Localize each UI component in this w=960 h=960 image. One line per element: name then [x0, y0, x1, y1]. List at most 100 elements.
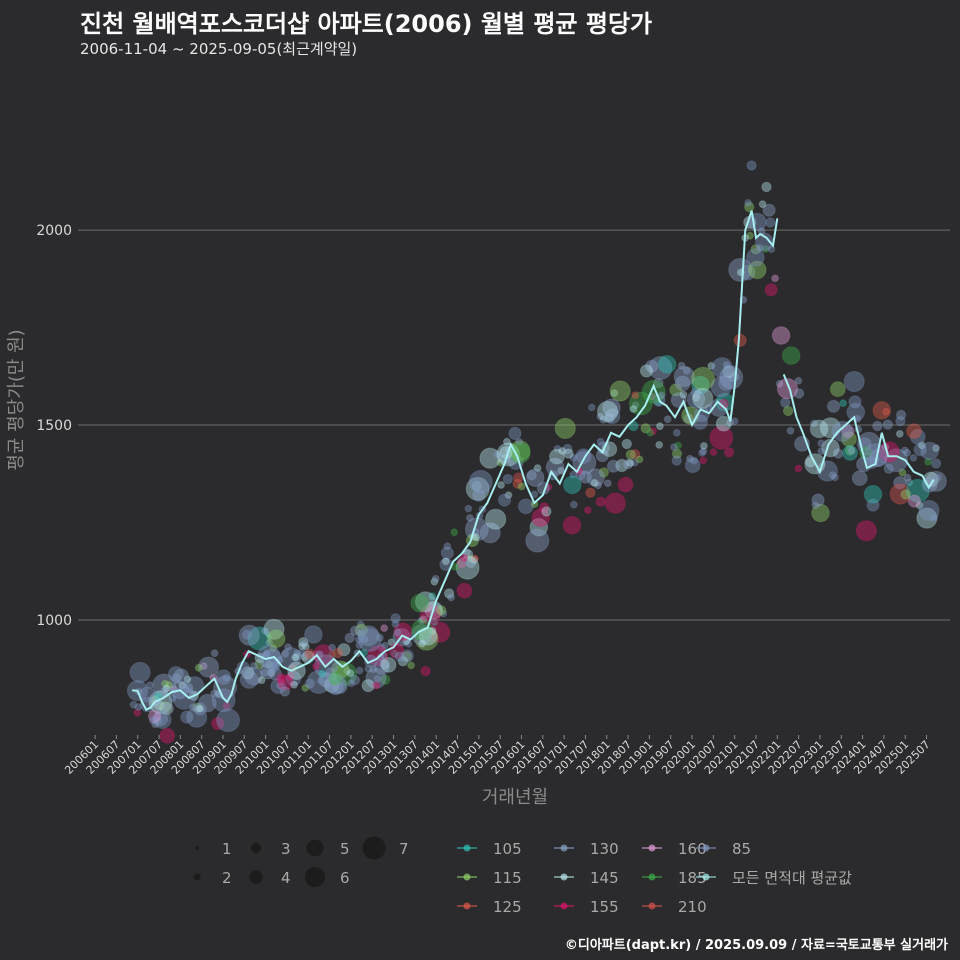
- point-105: [428, 592, 437, 600]
- point-130: [284, 643, 293, 651]
- legend-label: 모든 면적대 평균값: [732, 869, 852, 887]
- point-130: [762, 203, 776, 217]
- point-130: [905, 478, 914, 487]
- x-axis-label: 거래년월: [482, 787, 548, 808]
- point-130: [709, 398, 729, 418]
- legend-marker-145: [560, 873, 568, 881]
- point-130: [728, 257, 753, 282]
- point-105: [691, 375, 710, 395]
- point-145: [301, 642, 310, 651]
- point-85: [171, 673, 182, 684]
- point-115: [192, 702, 203, 713]
- point-130: [197, 656, 220, 678]
- point-115: [844, 445, 856, 456]
- point-130: [884, 448, 909, 473]
- point-85: [909, 454, 918, 462]
- point-130: [578, 470, 592, 484]
- point-130: [472, 488, 486, 502]
- point-160: [907, 494, 922, 508]
- point-85: [587, 403, 596, 412]
- point-125: [733, 333, 747, 347]
- point-145: [472, 533, 480, 542]
- legend-label: 185: [678, 869, 707, 887]
- point-130: [334, 673, 343, 681]
- point-85: [811, 501, 820, 510]
- point-85: [920, 441, 939, 461]
- point-85: [900, 446, 909, 455]
- point-85: [360, 635, 369, 644]
- point-185: [781, 346, 801, 365]
- point-85: [497, 493, 512, 507]
- point-130: [596, 412, 605, 421]
- point-85: [270, 678, 287, 695]
- legend-marker-105: [463, 844, 471, 852]
- point-145: [462, 549, 474, 560]
- legend-label: 115: [493, 869, 522, 887]
- average-line: [132, 210, 779, 712]
- point-125: [906, 423, 922, 440]
- point-125: [631, 391, 640, 400]
- point-130: [648, 356, 673, 380]
- point-85: [562, 443, 573, 455]
- point-105: [390, 649, 399, 658]
- point-155: [583, 506, 592, 515]
- point-130: [686, 454, 694, 463]
- point-115: [625, 449, 636, 460]
- point-85: [172, 685, 197, 710]
- point-155: [312, 662, 320, 671]
- point-130: [479, 522, 501, 544]
- point-185: [333, 662, 358, 686]
- point-130: [586, 468, 606, 487]
- point-130: [194, 704, 203, 713]
- point-145: [419, 615, 428, 623]
- point-185: [380, 674, 391, 685]
- point-115: [746, 231, 754, 240]
- legend-label: 155: [590, 898, 619, 916]
- point-155: [133, 708, 142, 717]
- point-130: [344, 632, 355, 644]
- point-145: [626, 459, 634, 467]
- point-155: [709, 425, 734, 450]
- point-130: [343, 667, 352, 675]
- legend-label: 145: [590, 869, 619, 887]
- point-115: [301, 684, 310, 692]
- legend-marker-115: [463, 873, 471, 881]
- point-85: [189, 703, 198, 712]
- point-115: [635, 455, 644, 464]
- point-85: [373, 674, 382, 683]
- y-tick-labels: 1000 1500 2000: [36, 223, 72, 629]
- point-130: [722, 361, 731, 369]
- point-145: [529, 518, 549, 537]
- point-130: [604, 413, 615, 424]
- point-130: [365, 667, 387, 689]
- point-85: [390, 613, 401, 624]
- scatter-points: [126, 160, 947, 744]
- point-115: [640, 423, 651, 434]
- point-145: [290, 680, 299, 689]
- point-145: [629, 405, 638, 413]
- point-185: [509, 442, 531, 464]
- point-130: [903, 448, 911, 457]
- size-legend-marker: [193, 873, 201, 881]
- point-145: [916, 507, 938, 529]
- point-130: [526, 470, 537, 481]
- point-155: [277, 674, 294, 691]
- point-145: [465, 476, 490, 501]
- point-115: [265, 660, 273, 669]
- point-85: [270, 661, 279, 670]
- point-185: [628, 391, 653, 416]
- point-145: [558, 447, 567, 455]
- size-legend-marker: [250, 842, 262, 854]
- point-145: [441, 557, 450, 566]
- point-85: [356, 629, 365, 638]
- point-145: [590, 478, 599, 487]
- point-145: [758, 200, 767, 209]
- point-145: [549, 448, 565, 465]
- point-155: [562, 515, 582, 535]
- point-85: [304, 625, 323, 644]
- point-85: [168, 666, 184, 682]
- point-130: [160, 702, 174, 716]
- point-145: [915, 501, 924, 510]
- point-160: [148, 709, 162, 723]
